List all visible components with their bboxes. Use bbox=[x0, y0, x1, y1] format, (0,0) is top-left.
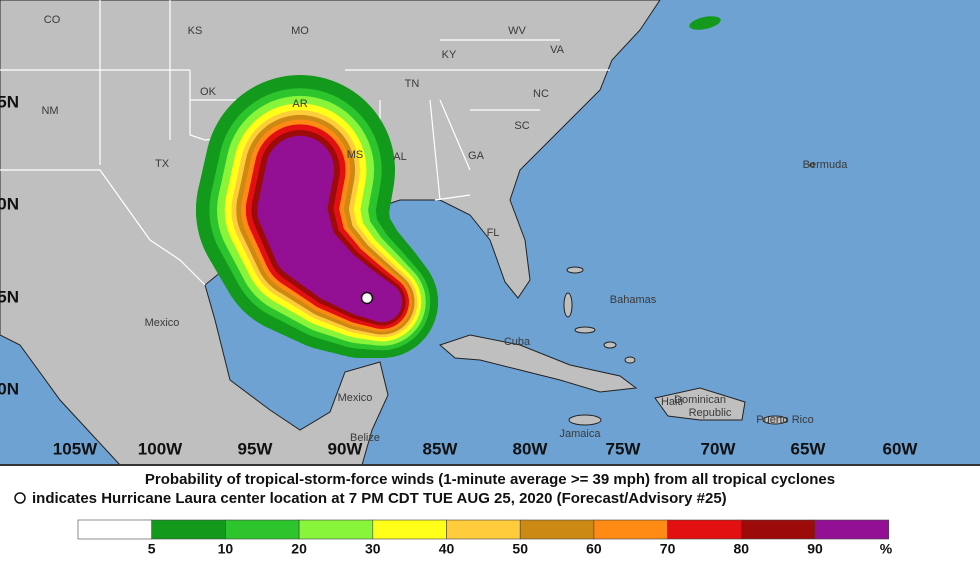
longitude-label: 85W bbox=[423, 439, 459, 458]
legend-swatch bbox=[151, 519, 226, 540]
place-label: AL bbox=[393, 151, 406, 163]
longitude-label: 95W bbox=[238, 439, 274, 458]
place-label: Jamaica bbox=[560, 428, 602, 440]
caption-line: Probability of tropical-storm-force wind… bbox=[145, 471, 835, 488]
legend: 5 10 20 30 40 50 60 70 80 90% bbox=[77, 519, 893, 557]
probability-bands bbox=[196, 75, 438, 358]
legend-label: 60 bbox=[586, 541, 602, 557]
place-label: Mexico bbox=[145, 317, 180, 329]
latitude-label: 35N bbox=[0, 92, 19, 111]
legend-swatch bbox=[814, 519, 889, 540]
legend-swatch bbox=[740, 519, 816, 540]
longitude-label: 100W bbox=[138, 439, 183, 458]
legend-label: 30 bbox=[365, 541, 381, 557]
longitude-label: 70W bbox=[701, 439, 737, 458]
place-label: Republic bbox=[689, 407, 732, 419]
place-label: Bermuda bbox=[803, 159, 849, 171]
land-puerto-rico bbox=[762, 415, 788, 425]
legend-unit: % bbox=[880, 541, 893, 557]
legend-swatch bbox=[446, 519, 521, 540]
longitude-label: 80W bbox=[513, 439, 549, 458]
place-label: Bahamas bbox=[610, 294, 657, 306]
place-label: Dominican bbox=[674, 394, 726, 406]
place-label: Belize bbox=[350, 432, 380, 444]
place-label: KY bbox=[442, 49, 457, 61]
storm-center bbox=[360, 291, 374, 305]
place-label: Mexico bbox=[338, 392, 373, 404]
longitude-label: 105W bbox=[53, 439, 98, 458]
legend-swatch bbox=[372, 519, 447, 540]
longitude-label: 60W bbox=[883, 439, 919, 458]
latitude-label: 20N bbox=[0, 379, 19, 398]
place-label: FL bbox=[487, 227, 500, 239]
probability-band bbox=[689, 16, 721, 30]
legend-label: 70 bbox=[660, 541, 676, 557]
legend-label: 10 bbox=[218, 541, 234, 557]
longitude-label: 90W bbox=[328, 439, 364, 458]
place-label: WV bbox=[508, 25, 526, 37]
latitude-label: 30N bbox=[0, 194, 19, 213]
place-label: SC bbox=[514, 120, 529, 132]
legend-label: 90 bbox=[807, 541, 823, 557]
place-label: Cuba bbox=[504, 336, 531, 348]
place-label: MS bbox=[347, 149, 364, 161]
legend-label: 40 bbox=[439, 541, 455, 557]
legend-label: 20 bbox=[291, 541, 307, 557]
center-symbol bbox=[14, 492, 26, 504]
legend-label: 80 bbox=[734, 541, 750, 557]
place-label: MO bbox=[291, 25, 309, 37]
place-label: VA bbox=[550, 44, 565, 56]
place-label: NC bbox=[533, 88, 549, 100]
place-label: Puerto Rico bbox=[756, 414, 813, 426]
legend-label: 5 bbox=[148, 541, 156, 557]
legend-swatch bbox=[593, 519, 668, 540]
place-label: TN bbox=[405, 78, 420, 90]
place-label: CO bbox=[44, 14, 61, 26]
legend-swatch bbox=[77, 519, 152, 540]
legend-swatch bbox=[667, 519, 742, 540]
place-label: GA bbox=[468, 150, 485, 162]
land-cuba bbox=[439, 334, 638, 393]
longitude-label: 75W bbox=[606, 439, 642, 458]
place-label: AR bbox=[292, 98, 307, 110]
legend-swatch bbox=[519, 519, 595, 540]
labels: CO KS MO NM OK AR TX MS AL GA SC NC TN KY VA WV FL Bermud… bbox=[0, 14, 918, 459]
land-bahamas bbox=[563, 266, 636, 364]
place-label: NM bbox=[41, 105, 58, 117]
band-piece bbox=[361, 281, 403, 323]
longitude-label: 65W bbox=[791, 439, 827, 458]
place-label: KS bbox=[188, 25, 203, 37]
place-label: Haiti bbox=[661, 396, 683, 408]
caption-line: indicates Hurricane Laura center locatio… bbox=[32, 490, 727, 507]
land-bermuda bbox=[809, 162, 815, 168]
latitude-label: 25N bbox=[0, 287, 19, 306]
caption-panel bbox=[0, 465, 980, 570]
legend-label: 50 bbox=[512, 541, 528, 557]
place-label: OK bbox=[200, 86, 217, 98]
legend-swatch bbox=[298, 519, 374, 540]
land-hispaniola bbox=[654, 387, 746, 421]
place-label: TX bbox=[155, 158, 170, 170]
legend-swatch bbox=[225, 519, 300, 540]
land-jamaica bbox=[568, 414, 602, 426]
